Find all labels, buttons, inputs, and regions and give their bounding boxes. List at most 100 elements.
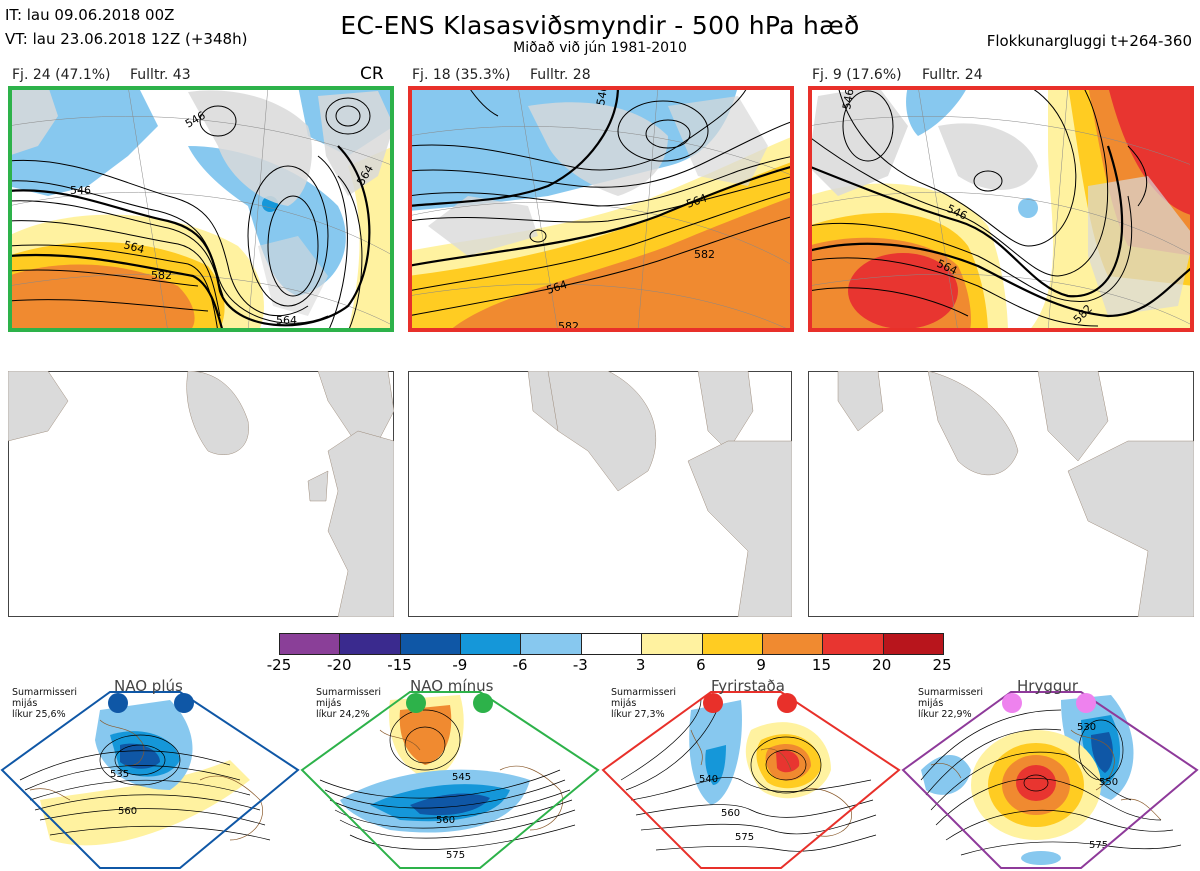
regime-1-marker bbox=[108, 693, 128, 713]
regime-3-map: 540 560 575 bbox=[601, 691, 901, 869]
regime-3-marker bbox=[703, 693, 723, 713]
regime-2-mean: mijás bbox=[316, 698, 342, 709]
colorbar-tick-label: -3 bbox=[572, 656, 588, 674]
page-title: EC-ENS Klasasviðsmyndir - 500 hPa hæð bbox=[340, 11, 860, 40]
colorbar-swatch bbox=[580, 634, 642, 654]
regime-2-contour-label: 545 bbox=[452, 772, 471, 783]
colorbar-swatch bbox=[701, 634, 762, 654]
cluster-2-border bbox=[408, 86, 794, 332]
cluster-3-fj: Fj. 9 (17.6%) bbox=[812, 67, 902, 83]
cluster-1-border bbox=[8, 86, 394, 332]
colorbar-tick-label: 9 bbox=[756, 656, 766, 674]
regime-3-marker bbox=[777, 693, 797, 713]
colorbar-tick-label: -9 bbox=[452, 656, 468, 674]
cluster-3-map: 546 564 546 582 bbox=[808, 86, 1194, 332]
cluster-2-map: 546 564 582 564 582 bbox=[408, 86, 794, 332]
valid-time: VT: lau 23.06.2018 12Z (+348h) bbox=[5, 30, 248, 48]
regime-3-contour-label: 560 bbox=[721, 808, 740, 819]
regime-4-contour-label: 550 bbox=[1099, 777, 1118, 788]
regime-3-contour-label: 575 bbox=[735, 832, 754, 843]
regime-1-name: NAO plús bbox=[114, 677, 183, 695]
cluster-3-fulltr: Fulltr. 24 bbox=[922, 67, 983, 83]
cluster-2-contour-label: 546 bbox=[594, 86, 610, 107]
cluster-1-contour-label: 564 bbox=[122, 238, 146, 256]
cluster-1-contour-label: 582 bbox=[151, 269, 172, 282]
colorbar-swatch bbox=[339, 634, 400, 654]
regime-2-marker bbox=[406, 693, 426, 713]
classification-window: Flokkunargluggi t+264-360 bbox=[986, 32, 1192, 50]
cluster-1-map: 546 546 564 582 564 564 bbox=[8, 86, 394, 332]
colorbar-tick-label: 6 bbox=[696, 656, 706, 674]
regime-4-map: 530 550 575 bbox=[901, 691, 1199, 869]
cluster-1-fulltr: Fulltr. 43 bbox=[130, 67, 191, 83]
colorbar-tick-label: 3 bbox=[635, 656, 646, 674]
colorbar-swatch bbox=[399, 634, 461, 654]
regime-2-name: NAO mínus bbox=[410, 677, 494, 695]
regime-1-contour-label: 560 bbox=[118, 806, 137, 817]
regime-2-info: Sumarmisseri mijás líkur 24,2% bbox=[316, 687, 386, 720]
regime-1-info: Sumarmisseri mijás líkur 25,6% bbox=[12, 687, 82, 720]
regime-1-border bbox=[0, 691, 300, 869]
regime-2-season: Sumarmisseri bbox=[316, 687, 382, 698]
regime-4-contour-label: 575 bbox=[1089, 840, 1108, 851]
initial-time: IT: lau 09.06.2018 00Z bbox=[5, 6, 175, 24]
regime-2-border bbox=[300, 691, 600, 869]
colorbar-ticks: -25 -20 -15 -9 -6 -3 3 6 9 15 20 25 bbox=[267, 656, 952, 674]
regime-1-marker bbox=[174, 693, 194, 713]
cluster-2-contour-label: 564 bbox=[545, 278, 569, 297]
regime-1-prob: líkur 25,6% bbox=[12, 709, 66, 720]
colorbar-swatch bbox=[641, 634, 702, 654]
cluster-1-contour-label: 564 bbox=[276, 314, 297, 327]
regime-4-marker bbox=[1076, 693, 1096, 713]
cluster-2-contour-label: 582 bbox=[694, 248, 715, 261]
regime-2-marker bbox=[473, 693, 493, 713]
empty-map-2 bbox=[408, 371, 792, 617]
colorbar-tick-label: -25 bbox=[266, 656, 292, 674]
regime-4-info: Sumarmisseri mijás líkur 22,9% bbox=[918, 687, 988, 720]
regime-3-prob: líkur 27,3% bbox=[611, 709, 665, 720]
colorbar-swatch bbox=[882, 634, 943, 654]
colorbar-tick-label: 15 bbox=[811, 656, 831, 674]
regime-1-contour-label: 535 bbox=[110, 769, 129, 780]
colorbar-tick-label: -20 bbox=[327, 656, 352, 674]
colorbar-swatch bbox=[460, 634, 521, 654]
colorbar-swatch bbox=[280, 634, 340, 654]
regime-4-marker bbox=[1002, 693, 1022, 713]
regime-4-prob: líkur 22,9% bbox=[918, 709, 972, 720]
colorbar-tick-label: 25 bbox=[932, 656, 952, 674]
regime-1-season: Sumarmisseri bbox=[12, 687, 78, 698]
cluster-1-fj: Fj. 24 (47.1%) bbox=[12, 67, 111, 83]
regime-3-border bbox=[601, 691, 901, 869]
colorbar-swatch bbox=[761, 634, 823, 654]
regime-2-map: 545 560 575 bbox=[300, 691, 600, 869]
regime-2-contour-label: 560 bbox=[436, 815, 455, 826]
regime-4-season: Sumarmisseri bbox=[918, 687, 984, 698]
regime-3-mean: mijás bbox=[611, 698, 637, 709]
regime-4-name: Hryggur bbox=[1017, 677, 1079, 695]
cluster-2-fj: Fj. 18 (35.3%) bbox=[412, 67, 511, 83]
regime-3-season: Sumarmisseri bbox=[611, 687, 677, 698]
colorbar-tick-label: -15 bbox=[387, 656, 412, 674]
regime-3-name: Fyrirstaða bbox=[711, 677, 785, 695]
cluster-1-tag: CR bbox=[360, 64, 384, 84]
anomaly-colorbar bbox=[279, 633, 944, 655]
regime-1-mean: mijás bbox=[12, 698, 38, 709]
colorbar-tick-label: -6 bbox=[512, 656, 528, 674]
regime-4-contour-label: 530 bbox=[1077, 722, 1096, 733]
regime-3-info: Sumarmisseri mijás líkur 27,3% bbox=[611, 687, 681, 720]
cluster-3-border bbox=[808, 86, 1194, 332]
regime-1-map: 535 560 bbox=[0, 691, 300, 869]
cluster-1-contour-label: 546 bbox=[70, 184, 91, 197]
empty-map-3 bbox=[808, 371, 1194, 617]
regime-2-prob: líkur 24,2% bbox=[316, 709, 370, 720]
regime-4-mean: mijás bbox=[918, 698, 944, 709]
cluster-2-fulltr: Fulltr. 28 bbox=[530, 67, 591, 83]
regime-3-contour-label: 540 bbox=[699, 774, 718, 785]
page-subtitle: Miðað við jún 1981-2010 bbox=[513, 40, 687, 56]
colorbar-tick-label: 20 bbox=[872, 656, 892, 674]
colorbar-swatch bbox=[520, 634, 581, 654]
regime-2-contour-label: 575 bbox=[446, 850, 465, 861]
regime-4-border bbox=[901, 691, 1199, 869]
cluster-3-contour-label: 546 bbox=[840, 88, 856, 111]
colorbar-swatch bbox=[822, 634, 883, 654]
